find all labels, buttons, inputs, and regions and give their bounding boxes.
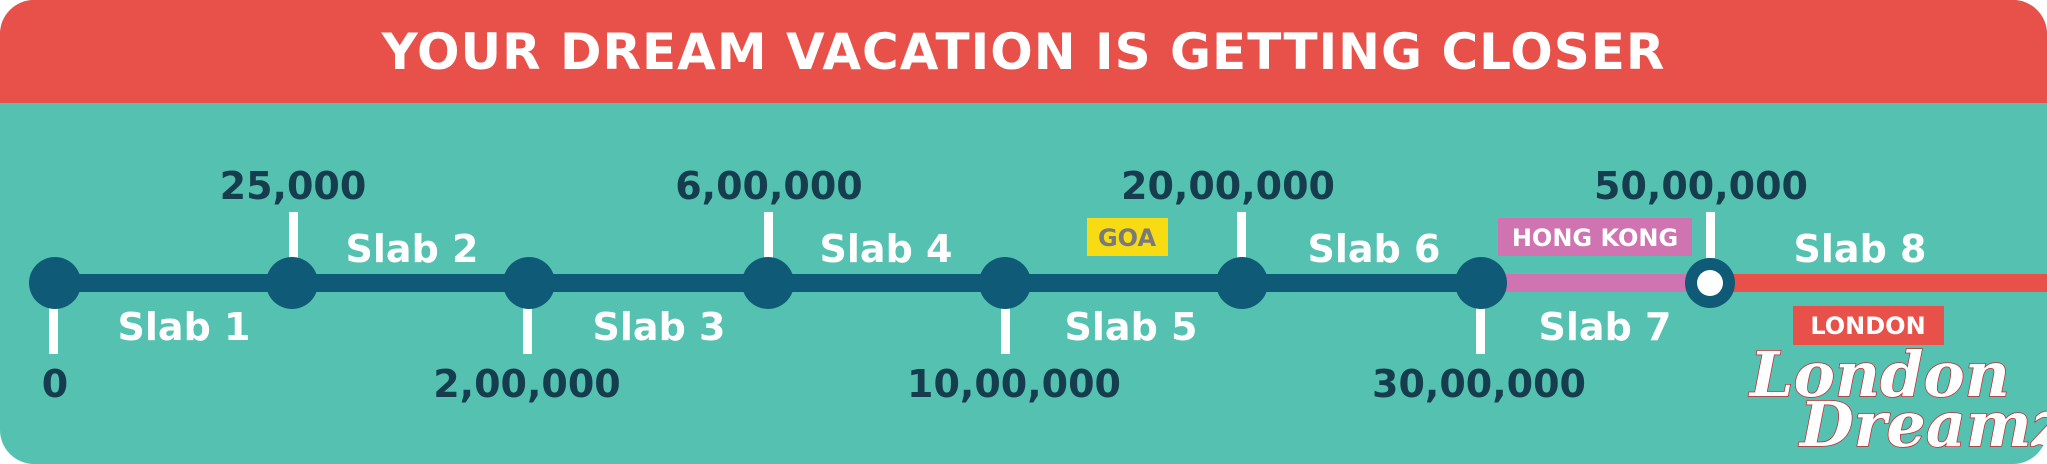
slab-label: Slab 3 bbox=[593, 305, 726, 349]
milestone-dot bbox=[742, 257, 794, 309]
milestone-amount: 0 bbox=[42, 362, 68, 406]
milestone-tick bbox=[289, 212, 298, 258]
slab-label: Slab 2 bbox=[346, 227, 479, 271]
page-title: YOUR DREAM VACATION IS GETTING CLOSER bbox=[381, 22, 1666, 81]
slab-label: Slab 6 bbox=[1308, 227, 1441, 271]
slab-label: Slab 8 bbox=[1794, 227, 1927, 271]
milestone-amount: 50,00,000 bbox=[1594, 164, 1808, 208]
slab-label: Slab 4 bbox=[820, 227, 953, 271]
logo-line2: Dreamz bbox=[1798, 388, 2047, 461]
milestone-tick bbox=[1706, 212, 1715, 258]
milestone-dot bbox=[29, 257, 81, 309]
slab-label: Slab 1 bbox=[118, 305, 251, 349]
milestone-amount: 6,00,000 bbox=[675, 164, 863, 208]
milestone-tick bbox=[523, 308, 532, 354]
milestone-dot bbox=[503, 257, 555, 309]
milestone-dot-open-center bbox=[1697, 270, 1723, 296]
logo-line1: London bbox=[1748, 338, 2010, 411]
milestone-tick bbox=[1001, 308, 1010, 354]
milestone-dot bbox=[979, 257, 1031, 309]
milestone-amount: 25,000 bbox=[220, 164, 367, 208]
milestone-amount: 30,00,000 bbox=[1372, 362, 1586, 406]
milestone-tick bbox=[1476, 308, 1485, 354]
milestone-dot bbox=[266, 257, 318, 309]
london-tag: LONDON bbox=[1793, 306, 1944, 345]
milestone-tick bbox=[764, 212, 773, 258]
slab-label: Slab 7 bbox=[1539, 305, 1672, 349]
milestone-amount: 10,00,000 bbox=[907, 362, 1121, 406]
header-banner: YOUR DREAM VACATION IS GETTING CLOSER bbox=[0, 0, 2047, 103]
slab-label: Slab 5 bbox=[1065, 305, 1198, 349]
goa-tag-label: GOA bbox=[1098, 224, 1156, 252]
milestone-dot bbox=[1216, 257, 1268, 309]
hong-kong-tag-label: HONG KONG bbox=[1512, 224, 1678, 252]
milestone-tick bbox=[49, 308, 58, 354]
london-tag-label: LONDON bbox=[1810, 312, 1925, 340]
milestone-tick bbox=[1237, 212, 1246, 258]
milestone-amount: 20,00,000 bbox=[1121, 164, 1335, 208]
milestone-amount: 2,00,000 bbox=[433, 362, 621, 406]
hong-kong-tag: HONG KONG bbox=[1498, 218, 1692, 256]
goa-tag: GOA bbox=[1087, 218, 1168, 256]
london-dreamz-logo: London Dreamz bbox=[1747, 337, 2047, 462]
milestone-dot bbox=[1455, 257, 1507, 309]
